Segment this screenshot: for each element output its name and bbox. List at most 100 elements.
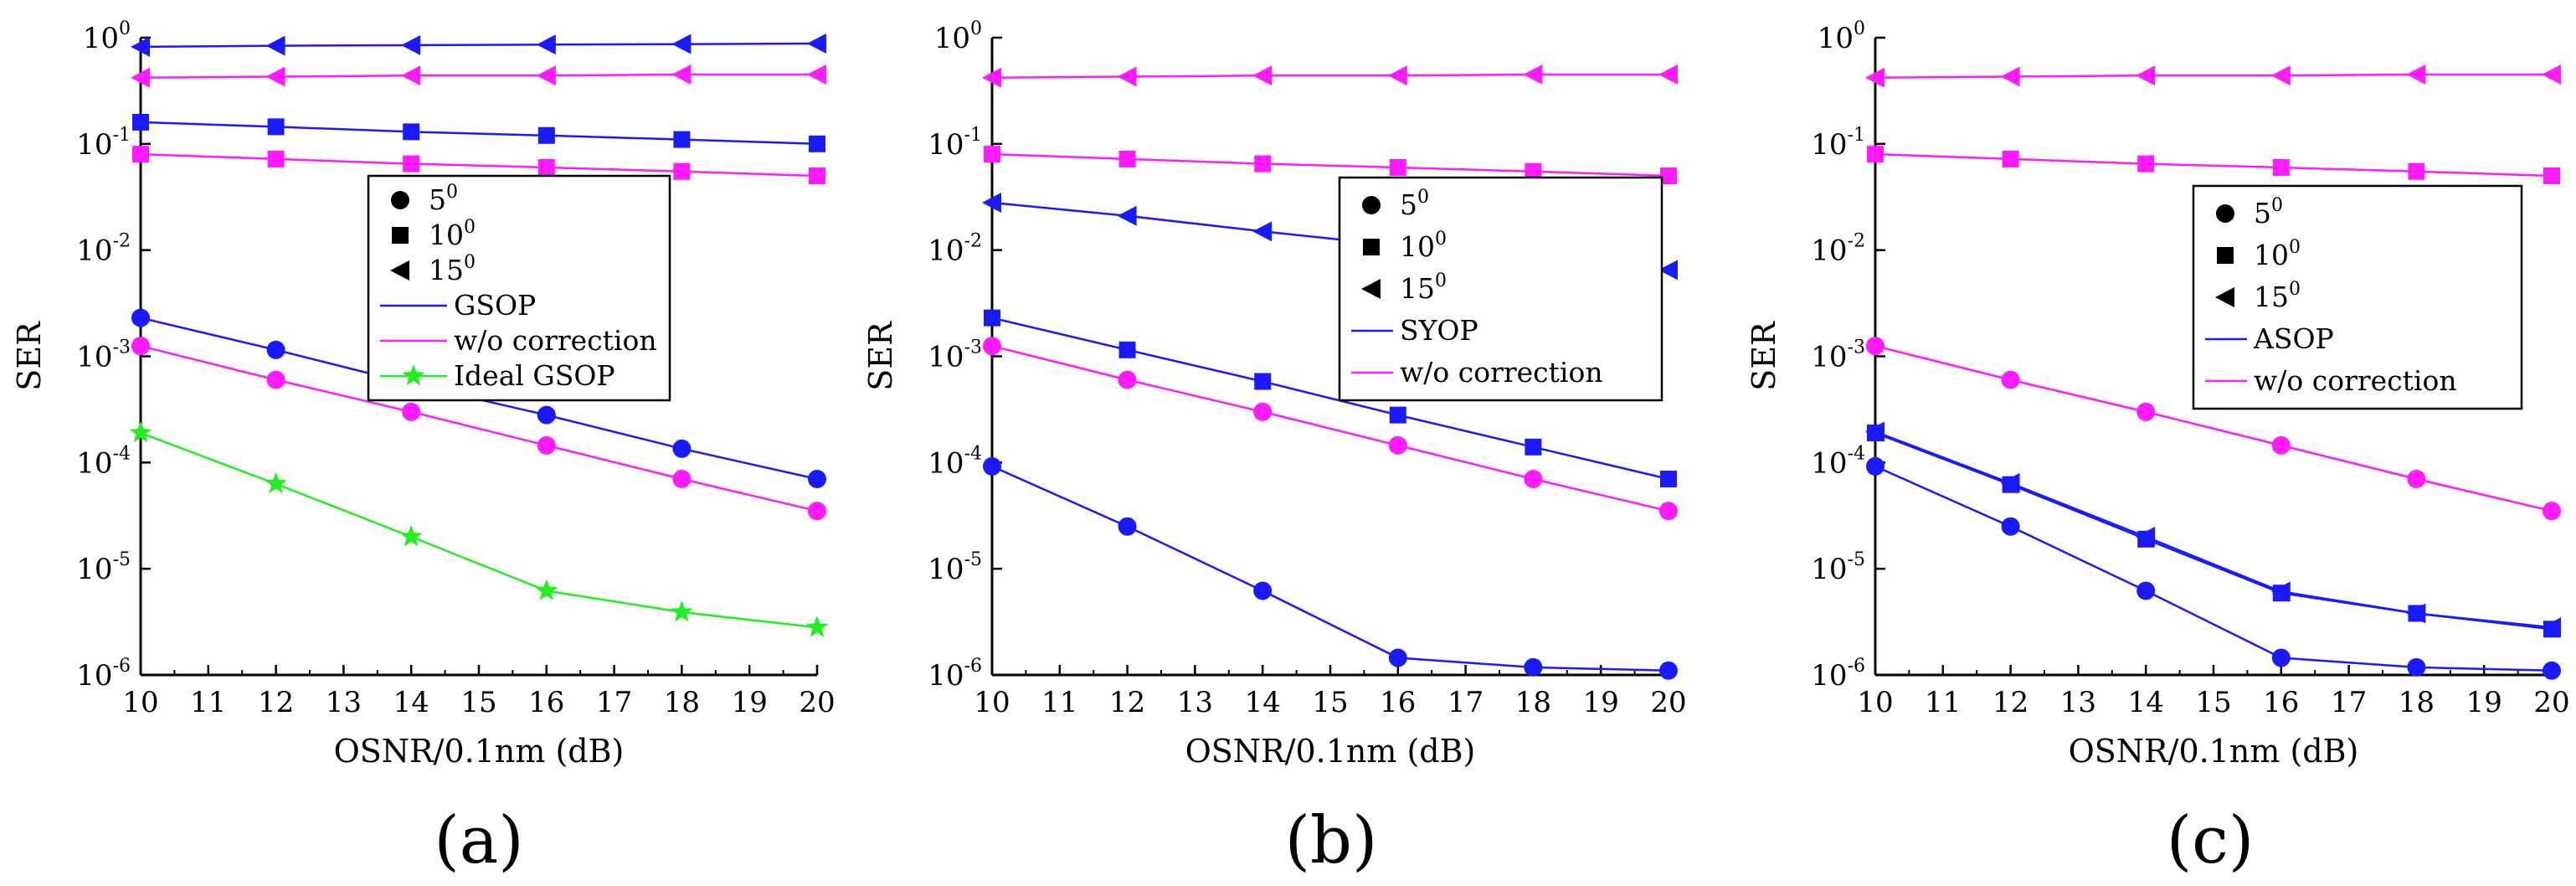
series-asop-10- — [1867, 424, 2560, 638]
y-tick-exponent: 0 — [119, 18, 131, 39]
legend-label-superscript: 0 — [2289, 279, 2301, 300]
data-point — [1524, 657, 1543, 677]
x-tick-label: 14 — [1245, 686, 1281, 719]
y-tick-label: 10-6 — [1811, 656, 1865, 693]
y-tick-label: 10-1 — [76, 125, 131, 162]
data-point — [1389, 406, 1406, 424]
legend-symbol — [2217, 247, 2234, 264]
data-point — [2136, 65, 2156, 86]
data-point — [673, 162, 691, 180]
panel-label: (c) — [2167, 803, 2255, 878]
y-tick-exponent: -1 — [964, 125, 982, 146]
data-point — [2407, 657, 2426, 677]
series-line — [140, 121, 818, 146]
series-line — [140, 152, 818, 178]
data-point — [671, 64, 692, 85]
data-point — [807, 64, 826, 85]
y-tick-label: 10-1 — [1811, 125, 1865, 162]
series-line — [991, 317, 1669, 481]
series-line — [1874, 431, 2553, 631]
x-tick-label: 11 — [190, 686, 226, 719]
series-w-o-correction-5- — [131, 337, 826, 521]
data-point — [671, 600, 693, 622]
y-tick-exponent: -6 — [1848, 656, 1865, 677]
series-w-o-correction-15- — [982, 64, 1678, 88]
y-tick-label: 10-4 — [1811, 443, 1865, 480]
data-point — [401, 34, 421, 55]
data-point — [1525, 438, 1542, 456]
data-point — [2543, 621, 2560, 638]
data-point — [1660, 167, 1677, 185]
data-point — [1252, 65, 1273, 86]
x-tick-label: 15 — [460, 686, 496, 719]
x-tick-label: 12 — [258, 686, 294, 719]
x-tick-label: 19 — [732, 686, 768, 719]
legend-symbol — [1363, 239, 1380, 255]
data-point — [1254, 373, 1272, 390]
data-point — [1523, 64, 1543, 85]
y-tick-exponent: 0 — [1854, 18, 1865, 39]
x-tick-label: 19 — [1583, 686, 1619, 719]
data-point — [1118, 370, 1137, 389]
data-point — [129, 421, 152, 443]
legend-symbol — [2216, 204, 2234, 223]
x-tick-label: 12 — [1992, 686, 2028, 719]
series-line — [140, 73, 817, 80]
series-line — [1874, 152, 2553, 178]
x-axis-title: OSNR/0.1nm (dB) — [2069, 733, 2359, 770]
data-point — [131, 67, 150, 88]
y-axis-title: SER — [1746, 321, 1782, 391]
y-tick-exponent: -4 — [1848, 443, 1865, 464]
data-point — [983, 456, 1001, 476]
legend-symbol — [1362, 196, 1381, 214]
series-line — [1874, 430, 2553, 629]
x-tick-label: 18 — [2399, 686, 2435, 719]
data-point — [399, 525, 423, 547]
x-tick-label: 14 — [393, 686, 429, 719]
data-point — [267, 150, 285, 167]
series-w-o-correction-15- — [1865, 64, 2561, 88]
data-point — [1254, 155, 1272, 173]
y-tick-label: 10-2 — [1811, 231, 1865, 268]
data-point — [2406, 64, 2426, 85]
data-point — [2543, 661, 2561, 680]
y-tick-label: 10-5 — [76, 549, 131, 586]
data-point — [2272, 585, 2290, 602]
legend-label-superscript: 0 — [1417, 187, 1429, 208]
x-tick-label: 16 — [528, 686, 564, 719]
series-line — [991, 152, 1669, 178]
x-axis-title: OSNR/0.1nm (dB) — [1185, 733, 1476, 770]
x-tick-label: 20 — [1650, 686, 1686, 719]
x-tick-label: 13 — [2060, 686, 2096, 719]
y-tick-exponent: -3 — [113, 337, 131, 358]
data-point — [2137, 530, 2155, 548]
series-w-o-correction-10- — [984, 146, 1677, 185]
data-point — [672, 469, 692, 488]
chart-panel-c: 10 11 12 13 14 15 16 17 18 19 20 10-6 10-5 10-4 10-3 10… — [1746, 18, 2570, 878]
y-tick-exponent: -1 — [113, 125, 131, 146]
legend-symbol — [390, 260, 409, 281]
data-point — [1388, 648, 1407, 667]
data-point — [671, 33, 692, 54]
data-point — [1866, 456, 1884, 476]
data-point — [1117, 205, 1137, 226]
x-tick-label: 15 — [2195, 686, 2231, 719]
series-asop-5- — [1866, 456, 2561, 680]
series-syop-10- — [984, 309, 1677, 487]
x-tick-label: 17 — [596, 686, 632, 719]
data-point — [266, 340, 285, 359]
data-point — [1659, 661, 1678, 680]
data-point — [808, 469, 826, 488]
series-syop-5- — [983, 456, 1678, 680]
data-point — [1659, 502, 1678, 521]
x-tick-label: 10 — [974, 686, 1010, 719]
y-tick-exponent: -2 — [964, 231, 982, 252]
data-point — [982, 192, 1001, 213]
legend-symbol — [402, 364, 425, 386]
data-point — [536, 65, 556, 86]
data-point — [537, 126, 555, 144]
data-point — [131, 337, 150, 356]
x-tick-label: 16 — [2263, 686, 2299, 719]
legend-label: w/o correction — [1400, 356, 1603, 389]
